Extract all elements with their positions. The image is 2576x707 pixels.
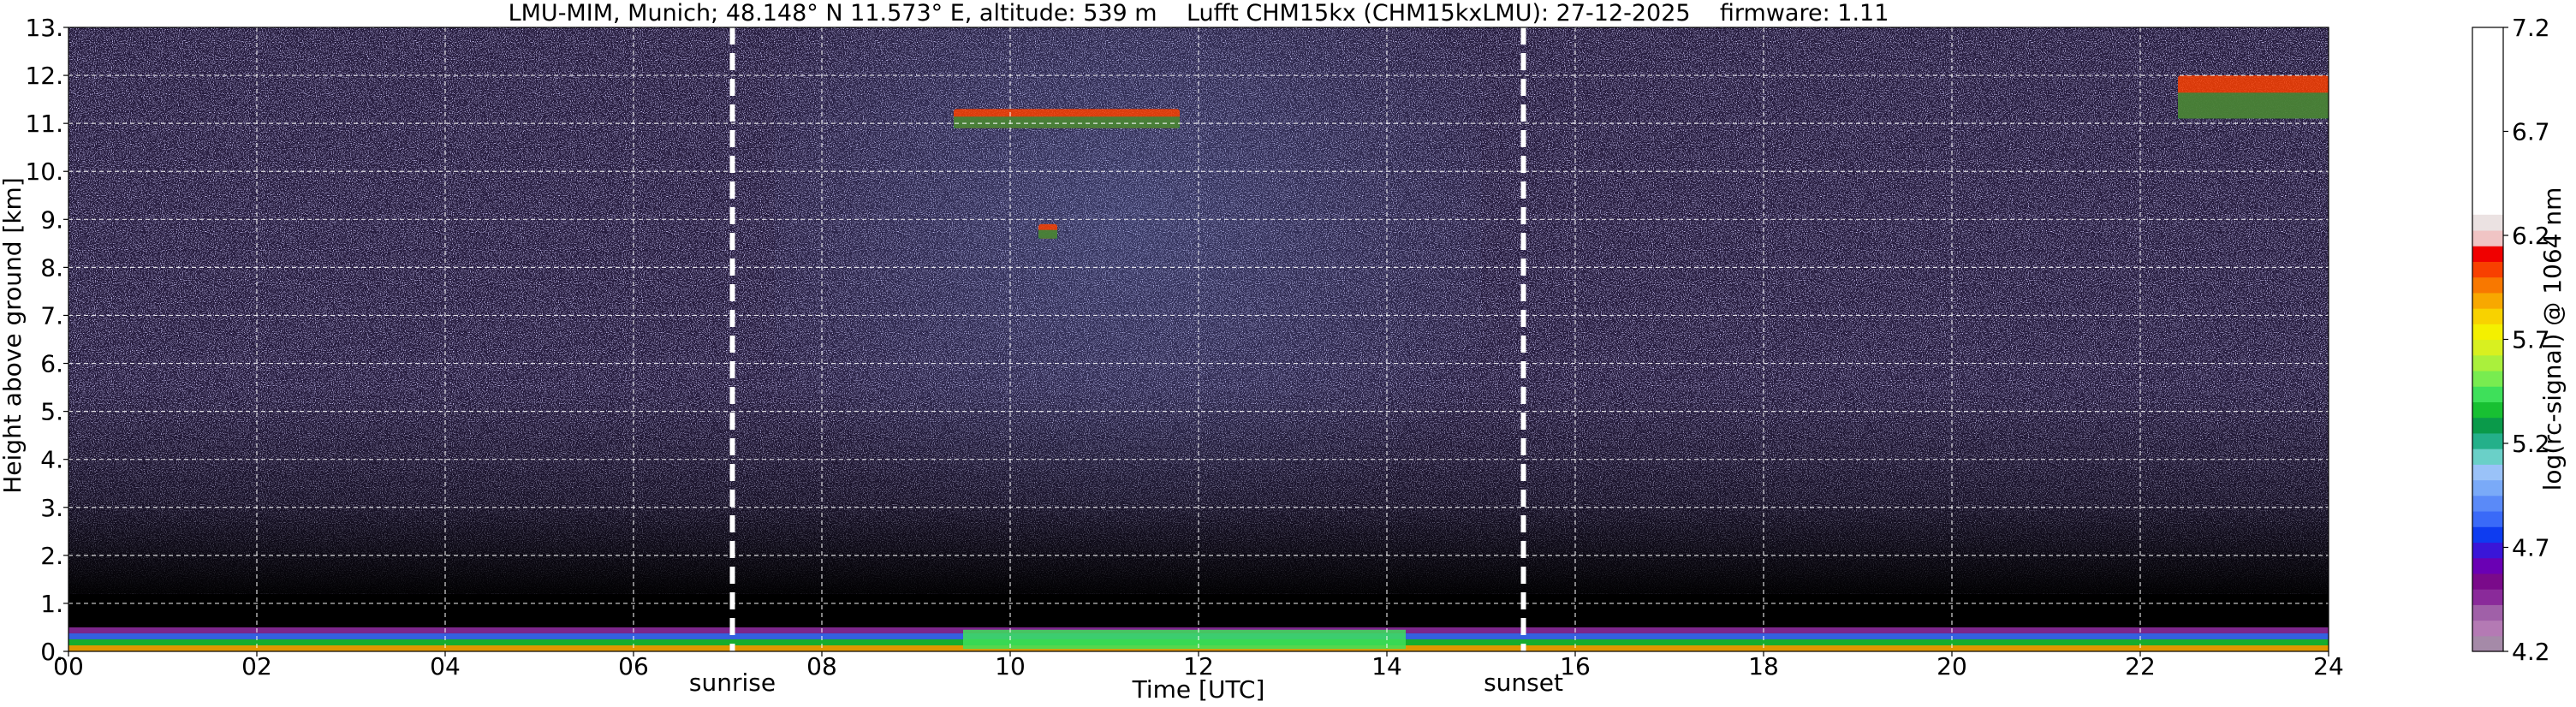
colorbar-segment: [2472, 589, 2503, 605]
colorbar-tick-label: 4.2: [2512, 638, 2550, 666]
feature-cirrus-cloud: [2178, 75, 2329, 119]
x-tick-label: 02: [241, 652, 272, 680]
y-axis: 0. 1. 2. 3. 4. 5. 6. 7. 8. 9. 10. 11. 12. 13.: [25, 14, 68, 666]
x-tick-label: 00: [53, 652, 84, 680]
colorbar-segment: [2472, 339, 2503, 356]
y-tick-label: 3.: [40, 494, 63, 522]
colorbar-segment: [2472, 417, 2503, 434]
colorbar-segment: [2472, 292, 2503, 309]
x-tick-label: 04: [430, 652, 461, 680]
grid-lines: [68, 27, 2329, 651]
x-tick-label: 06: [618, 652, 649, 680]
y-tick-label: 10.: [25, 157, 63, 186]
y-axis-label: Height above ground [km]: [0, 177, 27, 494]
chart-title: LMU-MIM, Munich; 48.148° N 11.573° E, al…: [509, 0, 1889, 27]
colorbar: 4.2 4.7 5.2 5.7 6.2 6.7 7.2: [2472, 14, 2550, 666]
colorbar-segment: [2472, 261, 2503, 278]
colorbar-tick-label: 5.2: [2512, 430, 2550, 458]
colorbar-segment: [2472, 308, 2503, 324]
colorbar-segment: [2472, 354, 2503, 371]
y-tick-label: 5.: [40, 398, 63, 426]
colorbar-segment: [2472, 620, 2503, 637]
x-tick-label: 12: [1183, 652, 1214, 680]
y-tick-label: 4.: [40, 446, 63, 474]
colorbar-segment: [2472, 449, 2503, 465]
colorbar-segment: [2472, 27, 2503, 215]
colorbar-tick-label: 6.2: [2512, 222, 2550, 250]
colorbar-segment: [2472, 479, 2503, 496]
colorbar-tick-label: 7.2: [2512, 14, 2550, 42]
colorbar-tick-label: 6.7: [2512, 118, 2550, 146]
colorbar-segment: [2472, 276, 2503, 294]
y-tick-label: 13.: [25, 14, 63, 42]
colorbar-segment: [2472, 635, 2503, 652]
y-tick-label: 11.: [25, 110, 63, 138]
colorbar-segment: [2472, 604, 2503, 621]
colorbar-segment: [2472, 432, 2503, 449]
colorbar-segment: [2472, 557, 2503, 574]
y-tick-label: 7.: [40, 301, 63, 330]
colorbar-segment: [2472, 324, 2503, 341]
y-tick-label: 9.: [40, 205, 63, 234]
plot-area: [68, 27, 2329, 651]
colorbar-segment: [2472, 246, 2503, 262]
colorbar-segment: [2472, 401, 2503, 419]
y-tick-label: 2.: [40, 542, 63, 570]
y-tick-label: 0.: [40, 638, 63, 666]
colorbar-segment: [2472, 370, 2503, 387]
colorbar-label: log(rc-signal) @ 1064 nm: [2538, 187, 2567, 491]
x-tick-label: 24: [2313, 652, 2344, 680]
x-tick-label: 20: [1936, 652, 1967, 680]
x-tick-label: 22: [2125, 652, 2156, 680]
colorbar-tick-label: 4.7: [2512, 534, 2550, 562]
x-axis-label: Time [UTC]: [1132, 675, 1265, 704]
x-tick-label: 10: [995, 652, 1026, 680]
sun-markers: [729, 27, 1526, 651]
colorbar-tick-label: 5.7: [2512, 326, 2550, 354]
feature-small-cloud: [1038, 223, 1057, 239]
colorbar-segment: [2472, 510, 2503, 527]
x-tick-label: 08: [806, 652, 837, 680]
feature-thin-cirrus-layer: [954, 109, 1180, 128]
marker-label-sunset: sunset: [1484, 668, 1563, 697]
colorbar-segment: [2472, 573, 2503, 590]
x-tick-label: 18: [1748, 652, 1779, 680]
x-tick-label: 14: [1371, 652, 1402, 680]
colorbar-segment: [2472, 464, 2503, 481]
colorbar-segment: [2472, 542, 2503, 559]
marker-labels: sunrise sunset: [689, 668, 1563, 697]
colorbar-segment: [2472, 495, 2503, 512]
colorbar-segment: [2472, 214, 2503, 231]
y-tick-label: 1.: [40, 590, 63, 618]
marker-label-sunrise: sunrise: [689, 668, 776, 697]
y-tick-label: 12.: [25, 62, 63, 90]
x-axis: 00 02 04 06 08 10 12 14 16 18 20 22 24: [53, 651, 2344, 680]
x-tick-label: 16: [1560, 652, 1591, 680]
y-tick-label: 8.: [40, 253, 63, 282]
y-tick-label: 6.: [40, 350, 63, 378]
colorbar-segment: [2472, 386, 2503, 402]
colorbar-segment: [2472, 229, 2503, 247]
colorbar-segment: [2472, 526, 2503, 544]
